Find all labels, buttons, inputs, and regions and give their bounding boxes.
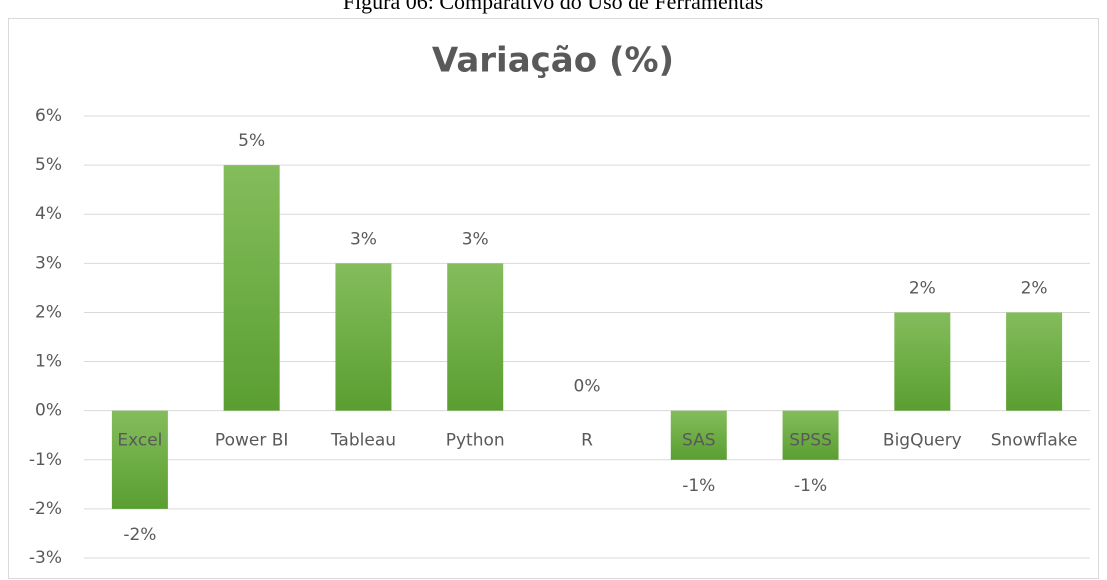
data-label: -1%: [794, 476, 827, 496]
data-label: 2%: [1021, 278, 1048, 298]
chart-frame: [8, 18, 1099, 579]
y-tick-label: 2%: [35, 302, 62, 322]
data-label: -1%: [682, 476, 715, 496]
data-label: 3%: [350, 229, 377, 249]
bar: [894, 312, 951, 411]
y-tick-label: -3%: [29, 548, 62, 568]
data-label: 5%: [238, 131, 265, 151]
x-tick-label: Power BI: [215, 431, 288, 451]
bar: [782, 410, 839, 460]
data-label: 3%: [462, 229, 489, 249]
figure-caption: Figura 06: Comparativo do Uso de Ferrame…: [343, 0, 763, 14]
bar: [111, 410, 168, 509]
bar: [223, 165, 280, 411]
y-tick-label: 3%: [35, 253, 62, 273]
y-tick-label: 6%: [35, 106, 62, 126]
data-label: -2%: [123, 525, 156, 545]
chart-title: Variação (%): [432, 41, 674, 81]
data-label: 0%: [574, 377, 601, 397]
y-tick-label: 0%: [35, 401, 62, 421]
bar: [447, 263, 504, 411]
y-tick-label: -2%: [29, 499, 62, 519]
y-tick-label: 5%: [35, 155, 62, 175]
data-label: 2%: [909, 278, 936, 298]
bar: [1006, 312, 1063, 411]
x-tick-label: R: [581, 431, 593, 451]
y-tick-label: 1%: [35, 352, 62, 372]
bar: [335, 263, 392, 411]
y-tick-label: 4%: [35, 204, 62, 224]
x-tick-label: Tableau: [330, 431, 396, 451]
x-tick-label: BigQuery: [883, 431, 962, 451]
x-tick-label: Python: [446, 431, 505, 451]
bar: [670, 410, 727, 460]
x-tick-label: Snowflake: [991, 431, 1078, 451]
x-tick-label: SPSS: [789, 431, 832, 451]
x-tick-label: Excel: [117, 431, 162, 451]
x-tick-label: SAS: [682, 431, 716, 451]
y-tick-label: -1%: [29, 450, 62, 470]
